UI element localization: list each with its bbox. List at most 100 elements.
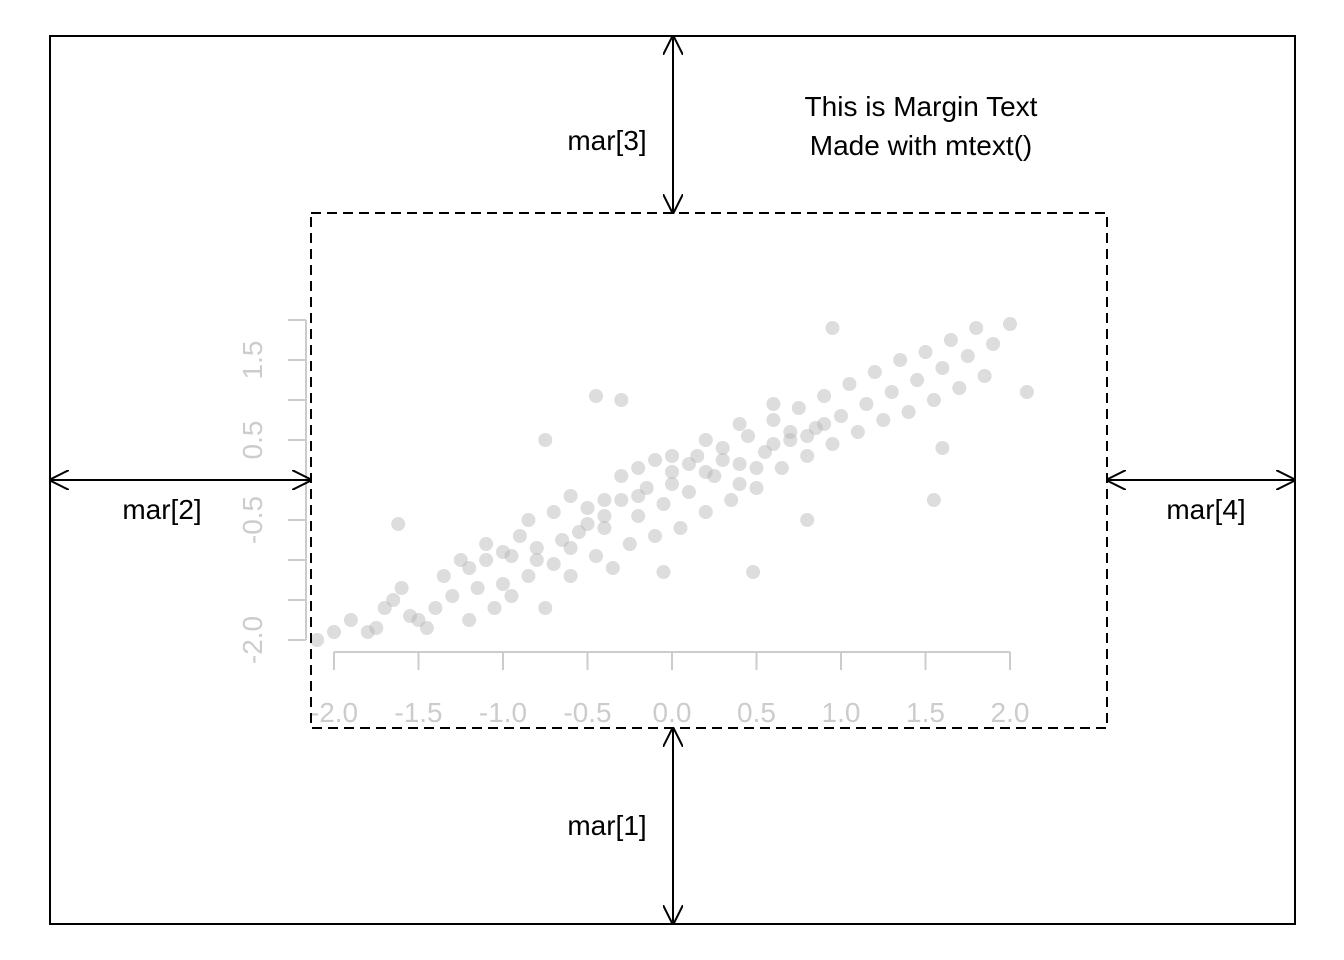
data-point — [800, 513, 815, 527]
data-point — [597, 493, 612, 507]
data-point — [563, 489, 578, 503]
data-point — [884, 385, 899, 399]
x-tick-label: -0.5 — [563, 697, 611, 728]
data-point — [825, 321, 840, 335]
mar2-label: mar[2] — [122, 494, 201, 525]
data-point — [800, 429, 815, 443]
data-point — [521, 569, 536, 583]
data-point — [327, 625, 341, 639]
data-point — [479, 537, 494, 551]
mar4-label: mar[4] — [1166, 494, 1245, 525]
data-point — [614, 493, 629, 507]
data-point — [766, 397, 781, 411]
data-point — [563, 569, 578, 583]
data-point — [698, 433, 713, 447]
data-point — [470, 581, 485, 595]
data-point — [411, 613, 426, 627]
data-point — [665, 449, 679, 463]
data-point — [656, 497, 671, 511]
data-point — [403, 609, 418, 623]
y-axis: -2.0 -0.5 0.5 1.5 — [237, 319, 307, 664]
x-tick-label: -1.5 — [394, 697, 442, 728]
data-point — [698, 505, 713, 519]
data-point — [952, 381, 967, 395]
data-point — [918, 345, 933, 359]
y-tick-label: -2.0 — [237, 616, 268, 664]
data-point — [893, 353, 908, 367]
data-point — [791, 401, 806, 415]
data-point — [1003, 317, 1017, 331]
data-point — [977, 369, 992, 383]
data-point — [504, 549, 519, 563]
data-point — [529, 541, 544, 555]
data-point — [800, 449, 815, 463]
data-point — [681, 457, 696, 471]
x-axis: -2.0 -1.5 -1.0 -0.5 0.0 0.5 1.0 1.5 2.0 — [310, 651, 1030, 728]
data-point — [808, 421, 823, 435]
data-point — [817, 389, 832, 403]
data-point — [639, 481, 654, 495]
data-point — [926, 393, 941, 407]
data-point — [665, 465, 679, 479]
data-point — [774, 461, 789, 475]
data-point — [746, 565, 761, 579]
data-point — [783, 433, 798, 447]
data-point — [504, 589, 519, 603]
data-point — [394, 581, 409, 595]
y-tick-label: 1.5 — [237, 341, 268, 380]
data-point — [969, 321, 984, 335]
data-point — [732, 477, 747, 491]
data-point — [605, 561, 620, 575]
x-tick-label: 2.0 — [991, 697, 1030, 728]
data-point — [935, 441, 950, 455]
data-point — [360, 625, 375, 639]
data-point — [614, 393, 629, 407]
data-point — [462, 561, 477, 575]
y-tick-label: -0.5 — [237, 496, 268, 544]
data-point — [311, 633, 325, 647]
data-point — [496, 545, 510, 559]
data-point — [681, 485, 696, 499]
data-point — [665, 477, 679, 491]
data-point — [343, 613, 358, 627]
data-point — [631, 489, 646, 503]
data-point — [487, 601, 502, 615]
x-tick-label: 0.5 — [737, 697, 776, 728]
data-point — [673, 521, 688, 535]
y-tick-label: 0.5 — [237, 421, 268, 460]
data-point — [749, 461, 764, 475]
x-tick-label: -2.0 — [310, 697, 358, 728]
data-point — [391, 517, 406, 531]
data-point — [386, 593, 401, 607]
data-point — [766, 413, 781, 427]
data-point — [555, 533, 570, 547]
data-point — [960, 349, 975, 363]
data-point — [580, 517, 595, 531]
data-point — [926, 493, 941, 507]
data-point — [656, 565, 671, 579]
data-point — [859, 397, 874, 411]
data-point — [572, 525, 586, 539]
data-point — [521, 513, 536, 527]
mar1-label: mar[1] — [567, 810, 646, 841]
data-point — [690, 449, 705, 463]
x-tick-label: 0.0 — [653, 697, 692, 728]
data-point — [631, 461, 646, 475]
data-point — [825, 437, 840, 451]
data-point — [597, 509, 612, 523]
data-point — [707, 469, 722, 483]
data-point — [766, 437, 781, 451]
data-point — [377, 601, 392, 615]
data-point — [436, 569, 451, 583]
data-point — [479, 553, 494, 567]
data-point — [715, 441, 730, 455]
data-point — [783, 425, 798, 439]
data-point — [715, 453, 730, 467]
data-point — [589, 549, 603, 563]
data-point — [462, 613, 477, 627]
data-point — [369, 621, 384, 635]
data-point — [648, 453, 663, 467]
data-point — [986, 337, 1001, 351]
data-point — [614, 469, 629, 483]
